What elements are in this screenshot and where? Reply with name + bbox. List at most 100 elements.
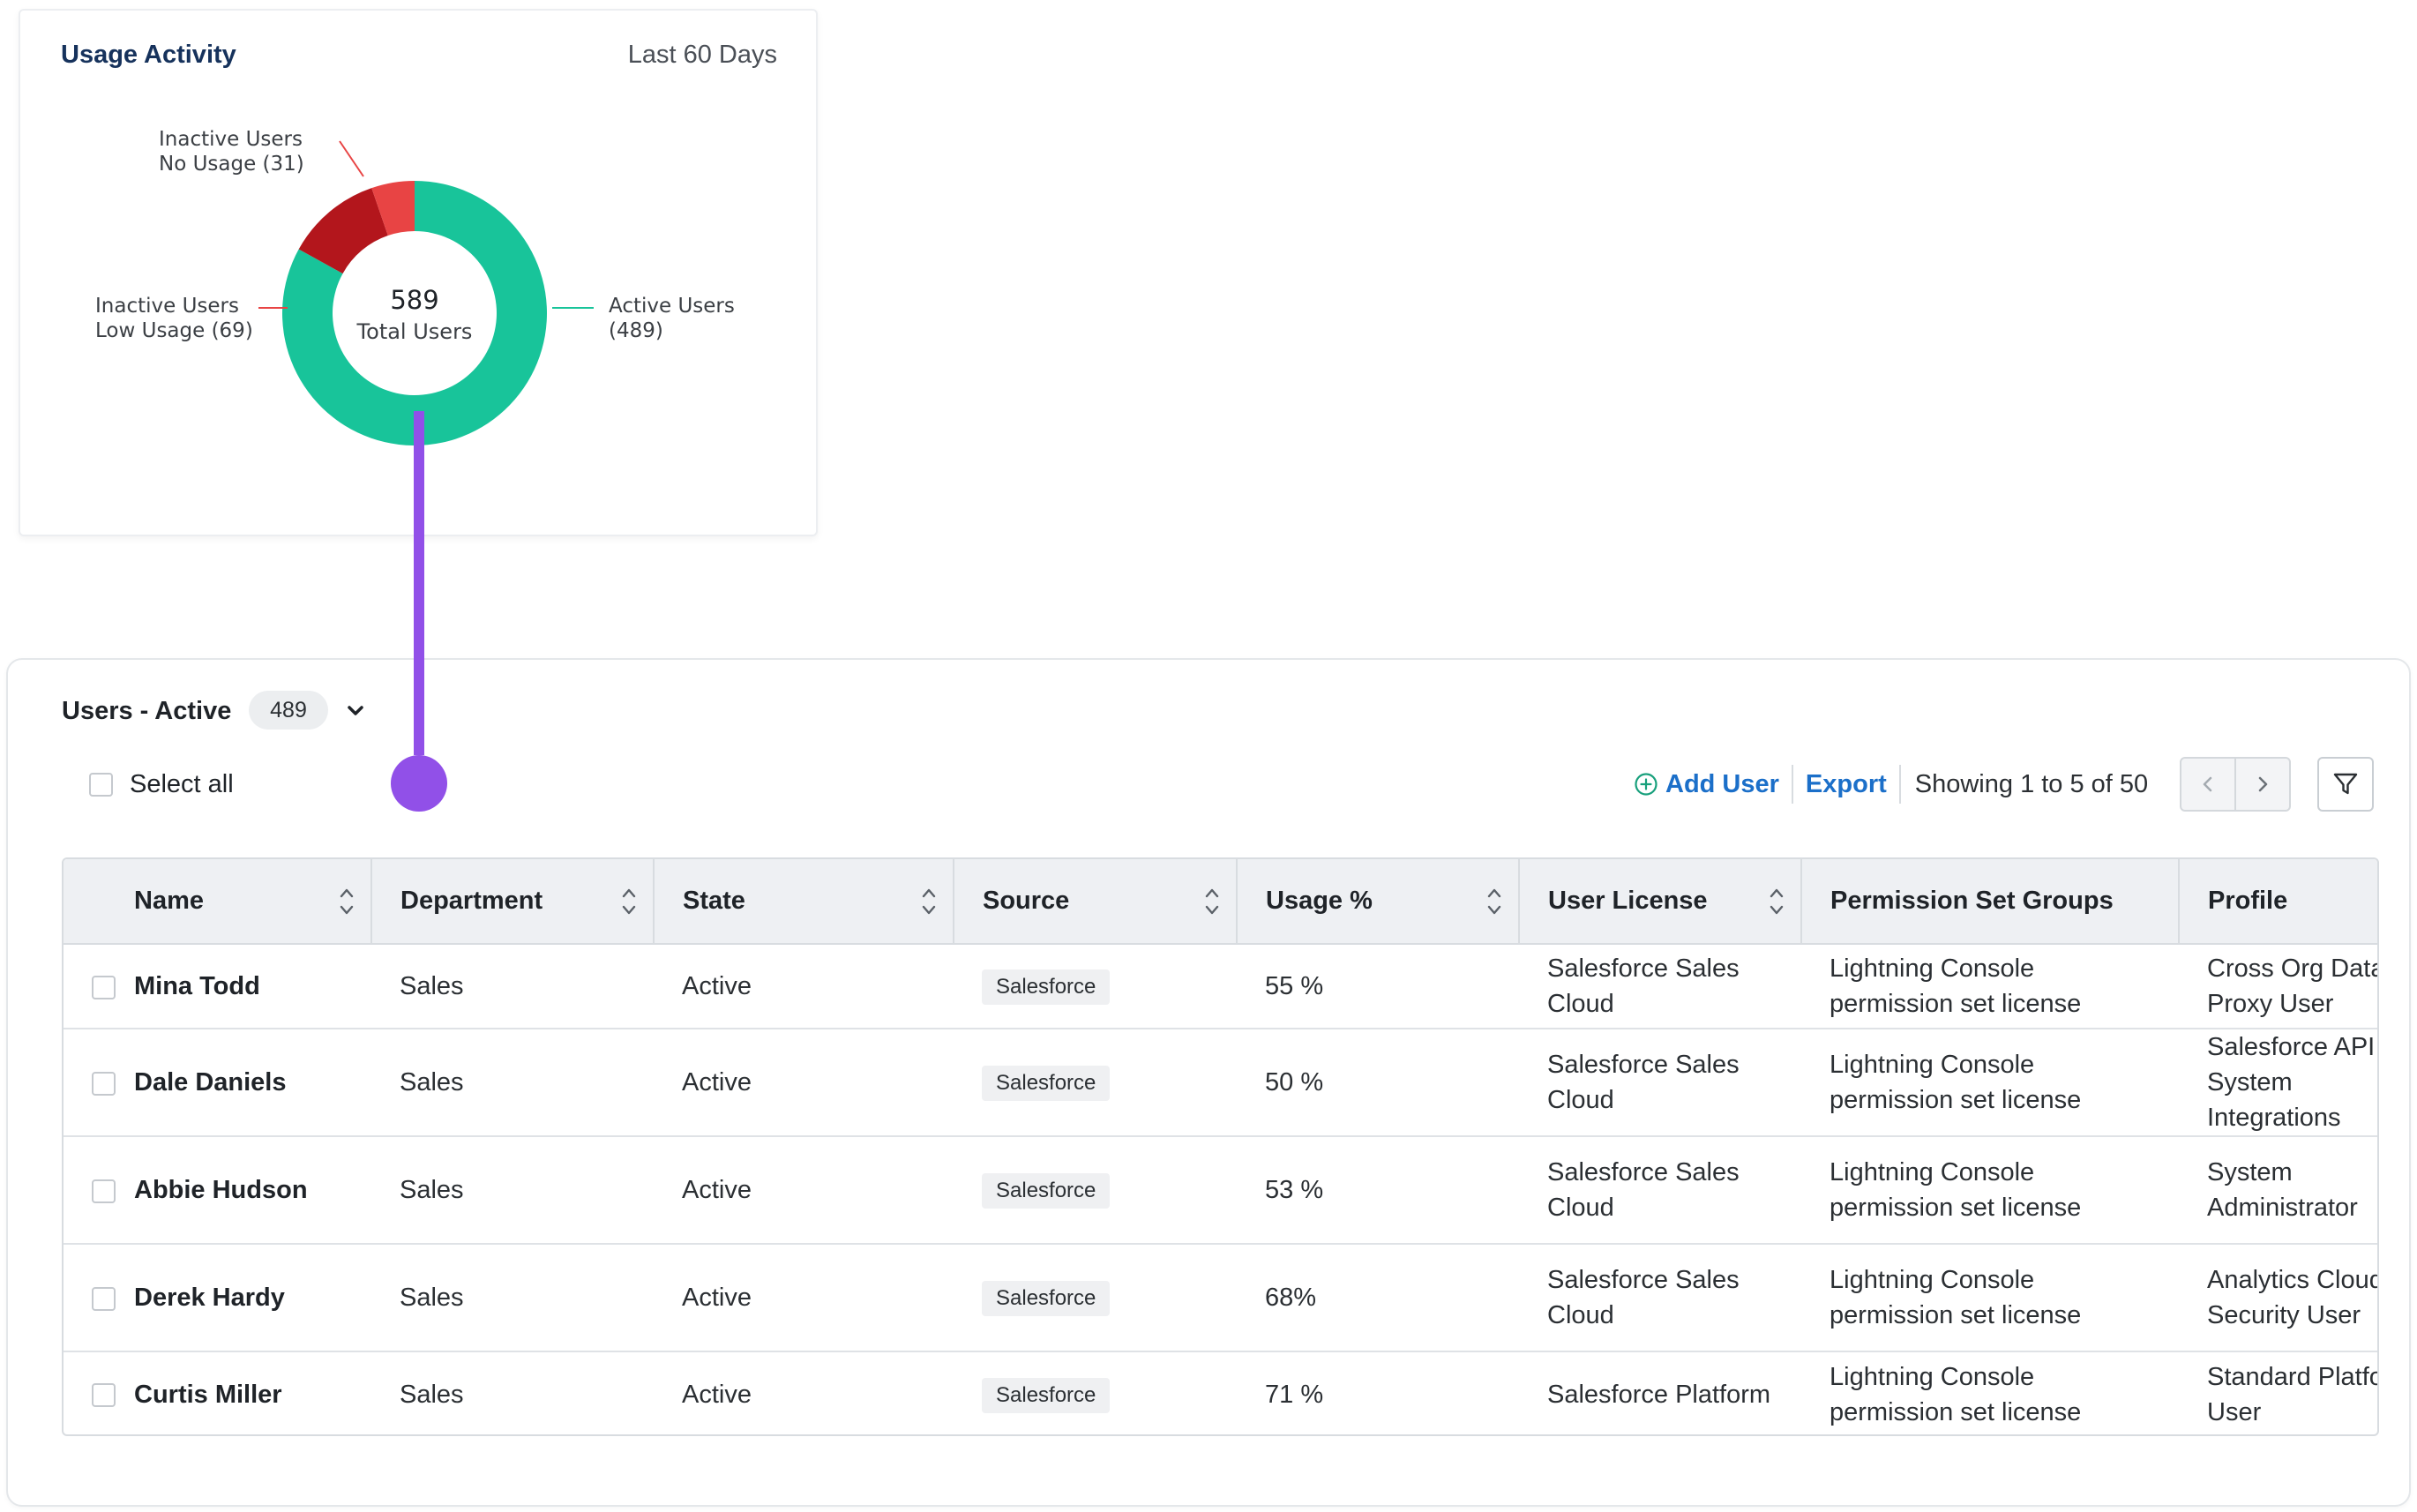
- permission-set-groups-cell: Lightning Console permission set license: [1801, 944, 2179, 1029]
- name-cell: Abbie Hudson: [64, 1136, 371, 1245]
- source-tag: Salesforce: [982, 1066, 1111, 1101]
- sort-icon[interactable]: [921, 886, 937, 917]
- column-header-profile[interactable]: Profile: [2179, 859, 2377, 945]
- row-checkbox[interactable]: [92, 1071, 116, 1096]
- usage-donut-chart: Inactive Users No Usage (31) Inactive Us…: [95, 128, 735, 445]
- previous-page-button[interactable]: [2181, 759, 2234, 810]
- profile-cell: Cross Org Data Proxy User: [2179, 944, 2379, 1029]
- export-link[interactable]: Export: [1805, 769, 1887, 798]
- profile-line: Analytics Cloud: [2207, 1266, 2379, 1294]
- name-cell: Curtis Miller: [64, 1351, 371, 1434]
- table-row[interactable]: Abbie Hudson Sales Active Salesforce 53 …: [64, 1136, 2377, 1245]
- profile-line: User: [2207, 1397, 2262, 1426]
- chevron-down-icon[interactable]: [343, 699, 368, 723]
- source-tag: Salesforce: [982, 1281, 1111, 1316]
- select-all-checkbox[interactable]: [89, 773, 113, 797]
- select-all[interactable]: Select all: [89, 770, 234, 799]
- source-tag: Salesforce: [982, 1173, 1111, 1209]
- column-header-state[interactable]: State: [654, 859, 954, 945]
- chevron-left-icon: [2203, 776, 2212, 792]
- state-cell: Active: [654, 1029, 954, 1137]
- pagination-controls: [2180, 757, 2291, 812]
- usage-cell: 55 %: [1237, 944, 1519, 1029]
- profile-line: Integrations: [2207, 1104, 2341, 1132]
- column-header-source[interactable]: Source: [954, 859, 1238, 945]
- table-row[interactable]: Dale Daniels Sales Active Salesforce 50 …: [64, 1029, 2377, 1137]
- slice-inactive-low-usage[interactable]: [298, 188, 388, 274]
- label-low-usage-line1: Inactive Users: [95, 295, 239, 318]
- profile-cell: Analytics Cloud Security User: [2179, 1244, 2379, 1352]
- toolbar-divider: [1898, 765, 1901, 804]
- profile-line: Cross Org Data: [2207, 954, 2379, 983]
- usage-cell: 53 %: [1237, 1136, 1519, 1245]
- permission-set-groups-cell: Lightning Console permission set license: [1801, 1029, 2179, 1137]
- table-row[interactable]: Curtis Miller Sales Active Salesforce 71…: [64, 1351, 2377, 1434]
- source-cell: Salesforce: [954, 1244, 1237, 1352]
- source-cell: Salesforce: [954, 1136, 1237, 1245]
- profile-line: Salesforce API: [2207, 1033, 2376, 1061]
- row-checkbox[interactable]: [92, 975, 116, 999]
- filter-button[interactable]: [2317, 757, 2374, 812]
- user-name[interactable]: Abbie Hudson: [134, 1176, 308, 1204]
- sort-icon[interactable]: [621, 886, 637, 917]
- sort-icon[interactable]: [1486, 886, 1502, 917]
- row-checkbox[interactable]: [92, 1286, 116, 1311]
- column-header-usage[interactable]: Usage %: [1237, 859, 1520, 945]
- select-all-label: Select all: [130, 770, 234, 798]
- slice-inactive-no-usage[interactable]: [371, 181, 415, 236]
- usage-cell: 71 %: [1265, 1380, 1324, 1409]
- leader-line-no-usage: [339, 140, 364, 177]
- user-license-cell: Salesforce Sales Cloud: [1519, 1029, 1801, 1137]
- department-cell: Sales: [371, 1136, 654, 1245]
- name-cell: Dale Daniels: [64, 1029, 371, 1137]
- profile-line: Security User: [2207, 1301, 2361, 1329]
- table-header-row: Name Department State Source Usage % Use…: [64, 859, 2377, 945]
- source-cell: Salesforce: [954, 944, 1237, 1029]
- state-cell: Active: [654, 1136, 954, 1245]
- label-no-usage-line2: No Usage (31): [159, 153, 304, 176]
- state-cell: Active: [682, 1380, 752, 1409]
- label-active-line1: Active Users: [609, 295, 735, 318]
- user-name[interactable]: Mina Todd: [134, 972, 260, 1000]
- profile-line: System: [2207, 1158, 2293, 1186]
- card-title: Usage Activity: [61, 41, 236, 69]
- user-name[interactable]: Derek Hardy: [134, 1284, 285, 1312]
- user-license-cell: Salesforce Sales Cloud: [1519, 1136, 1801, 1245]
- filter-icon: [2333, 773, 2358, 795]
- sort-icon[interactable]: [1204, 886, 1220, 917]
- profile-line: Proxy User: [2207, 990, 2334, 1018]
- slice-active-users[interactable]: [281, 181, 547, 445]
- permission-set-groups-cell: Lightning Console permission set license: [1801, 1244, 2179, 1352]
- source-tag: Salesforce: [982, 969, 1111, 1005]
- column-header-permission-set-groups[interactable]: Permission Set Groups: [1801, 859, 2180, 945]
- user-license-cell: Salesforce Platform: [1547, 1380, 1771, 1409]
- pagination-summary: Showing 1 to 5 of 50: [1914, 769, 2149, 798]
- permission-set-groups-cell: Lightning Console permission set license: [1830, 1362, 2082, 1426]
- name-cell: Mina Todd: [64, 944, 371, 1029]
- name-cell: Derek Hardy: [64, 1244, 371, 1352]
- user-name[interactable]: Dale Daniels: [134, 1068, 287, 1097]
- add-user-label: Add User: [1665, 769, 1779, 798]
- panel-title: Users - Active: [62, 697, 232, 725]
- table-row[interactable]: Mina Todd Sales Active Salesforce 55 % S…: [64, 944, 2379, 1029]
- user-name[interactable]: Curtis Miller: [134, 1380, 282, 1409]
- sort-icon[interactable]: [1769, 886, 1785, 917]
- department-cell: Sales: [400, 1380, 464, 1409]
- next-page-button[interactable]: [2234, 759, 2289, 810]
- add-user-link[interactable]: Add User: [1634, 770, 1779, 799]
- label-no-usage-line1: Inactive Users: [159, 128, 303, 151]
- row-checkbox[interactable]: [92, 1179, 116, 1203]
- department-cell: Sales: [371, 1244, 654, 1352]
- connector-line: [414, 411, 424, 755]
- sort-icon[interactable]: [339, 886, 355, 917]
- department-cell: Sales: [371, 944, 654, 1029]
- profile-cell: System Administrator: [2179, 1136, 2377, 1245]
- table-row[interactable]: Derek Hardy Sales Active Salesforce 68% …: [64, 1244, 2379, 1352]
- row-checkbox[interactable]: [92, 1383, 116, 1408]
- column-header-department[interactable]: Department: [371, 859, 655, 945]
- column-header-user-license[interactable]: User License: [1519, 859, 1802, 945]
- profile-line: Administrator: [2207, 1194, 2358, 1222]
- source-cell: Salesforce: [954, 1029, 1237, 1137]
- department-cell: Sales: [371, 1029, 654, 1137]
- column-header-name[interactable]: Name: [64, 859, 372, 945]
